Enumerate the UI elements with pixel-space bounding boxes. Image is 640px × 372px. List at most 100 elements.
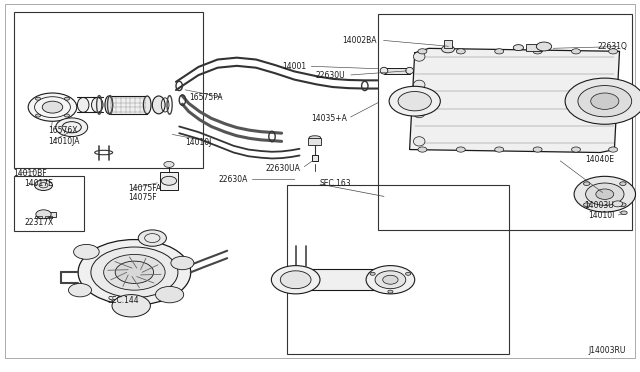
Bar — [14, 12, 203, 168]
Bar — [308, 138, 321, 145]
Circle shape — [456, 49, 465, 54]
Ellipse shape — [406, 67, 413, 74]
Circle shape — [533, 147, 542, 152]
Bar — [287, 185, 509, 354]
Ellipse shape — [384, 269, 397, 290]
Text: 22630A: 22630A — [219, 175, 248, 184]
Text: 22630U: 22630U — [316, 71, 346, 80]
Circle shape — [584, 182, 590, 186]
Circle shape — [156, 286, 184, 303]
Text: 16575PA: 16575PA — [189, 93, 223, 102]
Circle shape — [104, 254, 165, 290]
Text: 14035+A: 14035+A — [311, 114, 347, 123]
Circle shape — [574, 176, 636, 212]
Circle shape — [388, 290, 393, 293]
Circle shape — [591, 93, 619, 109]
Circle shape — [456, 147, 465, 152]
Text: 14010JA: 14010JA — [48, 137, 79, 146]
Text: 14010I: 14010I — [588, 211, 614, 220]
Text: 22630UA: 22630UA — [266, 164, 301, 173]
Circle shape — [35, 114, 40, 117]
Circle shape — [513, 45, 524, 51]
Circle shape — [398, 92, 431, 111]
Ellipse shape — [288, 269, 301, 290]
Ellipse shape — [152, 96, 165, 114]
Circle shape — [91, 247, 178, 298]
Polygon shape — [410, 48, 620, 153]
Text: 14010BF: 14010BF — [13, 169, 47, 178]
Text: 14003U: 14003U — [585, 201, 614, 210]
Bar — [444, 40, 452, 48]
Circle shape — [36, 210, 51, 219]
Text: 22317X: 22317X — [24, 218, 54, 227]
Text: 16576X: 16576X — [48, 126, 77, 135]
Circle shape — [271, 266, 320, 294]
Circle shape — [68, 283, 92, 297]
Circle shape — [406, 272, 411, 275]
Circle shape — [584, 203, 590, 206]
Circle shape — [375, 271, 406, 289]
Text: 14001: 14001 — [282, 62, 306, 71]
Circle shape — [389, 86, 440, 116]
Text: 14075FA: 14075FA — [128, 185, 161, 193]
Circle shape — [572, 49, 580, 54]
Circle shape — [280, 271, 311, 289]
Bar — [526, 44, 542, 51]
Circle shape — [578, 86, 632, 117]
Ellipse shape — [92, 97, 103, 112]
Ellipse shape — [143, 96, 151, 114]
Circle shape — [35, 97, 40, 100]
Text: SEC.163: SEC.163 — [320, 179, 351, 187]
Circle shape — [370, 272, 375, 275]
Text: 14010J: 14010J — [185, 138, 211, 147]
Circle shape — [565, 78, 640, 124]
Circle shape — [620, 182, 626, 186]
Text: 14040E: 14040E — [586, 155, 614, 164]
Circle shape — [171, 256, 194, 270]
Bar — [312, 155, 318, 161]
Circle shape — [161, 176, 177, 185]
Circle shape — [418, 147, 427, 152]
Circle shape — [609, 147, 618, 152]
Circle shape — [42, 101, 63, 113]
Circle shape — [164, 161, 174, 167]
Circle shape — [533, 49, 542, 54]
Ellipse shape — [413, 137, 425, 146]
Circle shape — [609, 49, 618, 54]
Circle shape — [442, 45, 454, 53]
Circle shape — [35, 180, 52, 190]
Text: 22631Q: 22631Q — [597, 42, 627, 51]
Bar — [109, 96, 147, 114]
Bar — [35, 216, 42, 218]
Bar — [45, 216, 52, 218]
Circle shape — [495, 49, 504, 54]
Bar — [378, 14, 632, 230]
Circle shape — [112, 295, 150, 317]
Circle shape — [115, 261, 154, 283]
Ellipse shape — [380, 67, 388, 74]
Circle shape — [612, 201, 623, 207]
Circle shape — [621, 211, 627, 215]
Circle shape — [28, 93, 77, 121]
Circle shape — [78, 240, 191, 305]
Text: 14017E: 14017E — [24, 179, 53, 187]
Text: SEC.144: SEC.144 — [107, 296, 139, 305]
Text: 14002BA: 14002BA — [342, 36, 376, 45]
Circle shape — [620, 203, 626, 206]
Ellipse shape — [413, 109, 425, 118]
Circle shape — [65, 97, 70, 100]
Circle shape — [56, 118, 88, 137]
Ellipse shape — [413, 52, 425, 61]
Ellipse shape — [309, 136, 321, 140]
Circle shape — [65, 114, 70, 117]
Circle shape — [366, 266, 415, 294]
Bar — [14, 176, 84, 231]
Circle shape — [383, 275, 398, 284]
Circle shape — [572, 147, 580, 152]
Circle shape — [536, 42, 552, 51]
Circle shape — [138, 230, 166, 246]
Circle shape — [74, 244, 99, 259]
Circle shape — [418, 49, 427, 54]
Text: J14003RU: J14003RU — [589, 346, 626, 355]
Bar — [384, 68, 410, 74]
